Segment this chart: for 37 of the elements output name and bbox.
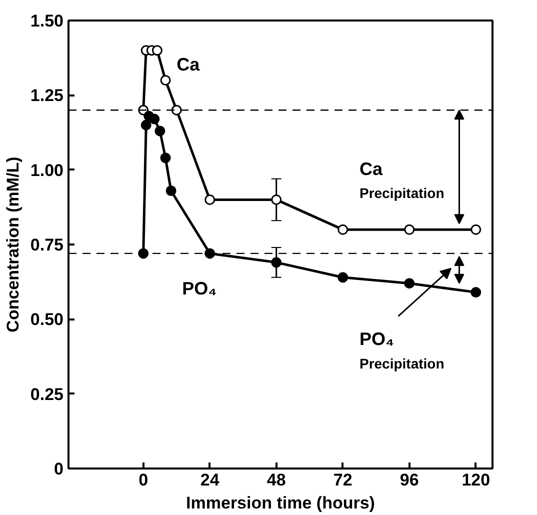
- y-tick-label: 0.25: [30, 384, 64, 404]
- x-tick-label: 120: [462, 470, 490, 490]
- point: [166, 186, 176, 196]
- y-tick-label: 1.00: [30, 160, 64, 180]
- point: [404, 278, 415, 289]
- x-tick-label: 48: [266, 470, 286, 490]
- point: [204, 194, 216, 205]
- y-tick-label: 1.25: [30, 86, 64, 106]
- x-tick-label: 96: [400, 470, 419, 490]
- point: [149, 114, 160, 124]
- point: [154, 126, 166, 136]
- point: [404, 224, 415, 235]
- point: [152, 45, 162, 56]
- point: [338, 224, 348, 235]
- point: [160, 152, 171, 164]
- y-tick-label: 0.75: [30, 236, 64, 254]
- series-label: PO₄: [182, 278, 217, 298]
- annotation: Ca Precipitation: [359, 158, 444, 202]
- point: [271, 194, 282, 205]
- point: [204, 248, 216, 259]
- point: [171, 104, 182, 116]
- point: [470, 224, 482, 235]
- y-tick-label: 0.50: [30, 310, 64, 330]
- y-axis-title: Concentration (mM/L): [3, 156, 22, 332]
- series-label: Ca: [176, 54, 201, 74]
- x-axis-title: Immersion time (hours): [186, 494, 375, 512]
- x-tick-label: 0: [138, 470, 148, 490]
- point: [271, 257, 282, 268]
- x-tick-label: 72: [333, 470, 352, 490]
- point: [160, 74, 171, 86]
- point: [140, 120, 152, 130]
- point: [338, 272, 348, 283]
- point: [138, 248, 149, 259]
- x-tick-label: 24: [200, 470, 220, 490]
- y-tick-label: 1.50: [30, 12, 64, 30]
- point: [470, 287, 482, 298]
- annotation: PO₄ Precipitation: [359, 329, 444, 372]
